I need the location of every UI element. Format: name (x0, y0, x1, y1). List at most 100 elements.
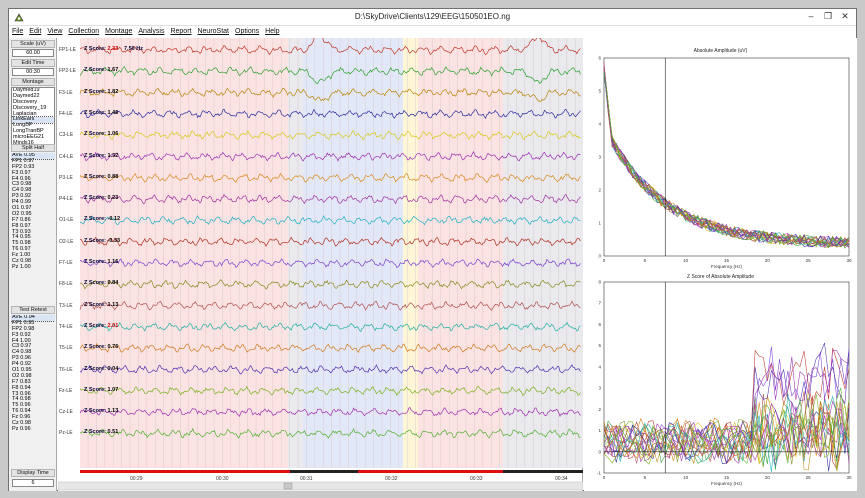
menu-edit[interactable]: Edit (29, 28, 42, 35)
channel-label[interactable]: C3-LE (59, 132, 74, 139)
spectrum-series (603, 401, 850, 471)
channel-label[interactable]: F3-LE (59, 89, 73, 96)
z-score-label: Z Score: -0.33 (84, 238, 120, 244)
montage-item[interactable]: Laplacian (13, 110, 37, 117)
eeg-traces-canvas[interactable] (58, 38, 583, 491)
test-retest-item: Cz 0.98 (12, 420, 31, 427)
split-half-item: F4 0.96 (12, 175, 31, 182)
restore-button[interactable]: ❐ (823, 11, 833, 21)
split-half-list: AVE 0.95 FP1 0.97 FP2 0.93 F3 0.97 F4 0.96 C3… (11, 153, 55, 303)
test-retest-item: P4 0.92 (12, 361, 31, 368)
scale-input[interactable]: 60.00 (12, 49, 54, 57)
spectrum-series (603, 395, 850, 462)
channel-label[interactable]: P4-LE (59, 196, 73, 203)
split-half-item: AVE 0.95 (11, 153, 55, 160)
epoch-band (403, 38, 418, 468)
split-half-item: FP1 0.97 (12, 157, 35, 164)
menu-collection[interactable]: Collection (68, 28, 100, 35)
z-score-value: 0.84 (107, 280, 119, 287)
split-half-item: T3 0.93 (12, 228, 31, 235)
channel-label[interactable]: F4-LE (59, 110, 73, 117)
spectrum-series (603, 396, 850, 467)
menu-neurostat[interactable]: NeuroStat (197, 28, 230, 35)
epoch-band (288, 38, 303, 468)
montage-item[interactable]: Minds16 (12, 140, 54, 146)
menu-analysis[interactable]: Analysis (138, 28, 165, 35)
menu-file[interactable]: File (12, 28, 24, 35)
channel-label[interactable]: O1-LE (59, 217, 74, 224)
montage-item[interactable]: Discovery_19 (13, 104, 47, 111)
montage-item[interactable]: Discovery (13, 98, 38, 105)
z-score-prefix: Z Score: (84, 173, 108, 180)
display-time-input[interactable]: 6 (12, 479, 54, 487)
spectrum-series (603, 73, 850, 247)
channel-label[interactable]: F7-LE (59, 260, 73, 266)
z-score-prefix: Z Score: (84, 344, 108, 351)
eeg-trace (79, 321, 581, 333)
channel-label[interactable]: T5-LE (59, 345, 73, 352)
menu-bar: File Edit View Collection Montage Analysis Rep… (9, 26, 856, 38)
channel-label[interactable]: Fz-LE (59, 387, 73, 394)
channel-label[interactable]: O2-LE (59, 238, 74, 245)
scrollbar-thumb[interactable] (283, 482, 293, 490)
z-score-prefix: Z Score: (84, 429, 108, 436)
z-score-prefix: Z Score: (84, 67, 108, 74)
eeg-trace-view[interactable]: FP1-LE Z Score: 2.33 7.50 Hz FP2-LE Z Score:… (58, 38, 583, 491)
z-score-value: 2.01 (107, 322, 119, 329)
eeg-trace (79, 407, 581, 418)
channel-label[interactable]: C4-LE (59, 153, 74, 160)
horizontal-scrollbar (58, 481, 583, 491)
menu-montage[interactable]: Montage (105, 28, 133, 35)
split-half-item: C3 0.98 (12, 181, 32, 188)
montage-list[interactable]: Daymed19 Daymed22 Discovery Discovery_19 Lap… (11, 87, 55, 147)
channel-label[interactable]: FP2-LE (59, 68, 76, 75)
x-tick-label: 20 (765, 258, 771, 263)
menu-options[interactable]: Options (235, 28, 260, 35)
channel-label[interactable]: P3-LE (59, 174, 73, 181)
y-tick-label: 2 (598, 188, 601, 193)
test-retest-item: P3 0.96 (12, 355, 31, 362)
y-tick-label: 5 (598, 343, 601, 348)
channel-label[interactable]: F8-LE (59, 281, 73, 288)
menu-report[interactable]: Report (170, 28, 192, 35)
eeg-trace (80, 258, 581, 269)
x-tick-label: 25 (806, 475, 812, 480)
montage-item[interactable]: Daymed22 (13, 92, 40, 99)
epoch-band (503, 38, 583, 468)
menu-view[interactable]: View (47, 28, 63, 35)
minimize-button[interactable]: – (808, 11, 814, 21)
x-tick-label: 15 (724, 475, 730, 480)
zscore-plot-title: Z Score of Absolute Amplitude (687, 274, 754, 280)
test-retest-item: T4 0.98 (12, 396, 31, 403)
time-tick-label: 00:33 (470, 476, 483, 482)
menu-help[interactable]: Help (265, 28, 280, 35)
eeg-trace (79, 236, 581, 247)
montage-item[interactable]: Daymed19 (13, 87, 40, 93)
channel-label[interactable]: Pz-LE (59, 430, 73, 437)
test-retest-item: Fz 0.96 (12, 414, 31, 421)
z-score-prefix: Z Score: (84, 280, 108, 287)
channel-label[interactable]: FP1-LE (59, 47, 76, 53)
montage-item[interactable]: LongBP (13, 122, 33, 129)
channel-label[interactable]: T6-LE (59, 366, 73, 373)
channel-label[interactable]: T4-LE (59, 323, 73, 330)
z-score-prefix: Z Score: (84, 386, 108, 393)
time-tick-label: 00:31 (300, 476, 313, 482)
z-score-value: 1.13 (107, 301, 119, 308)
x-tick-label: 25 (806, 258, 812, 263)
channel-label[interactable]: T3-LE (59, 302, 73, 309)
test-retest-item: O1 0.95 (12, 367, 32, 374)
montage-item[interactable]: microEEG21 (13, 134, 45, 141)
spectrum-panel: Absolute Amplitude (uV) Z Score of Absol… (584, 38, 857, 491)
window-title: D:\SkyDrive\Clients\129\EEG\150501EO.ng (354, 12, 511, 21)
channel-label[interactable]: Cz-LE (59, 409, 73, 416)
montage-label: Montage (11, 78, 55, 86)
spectrum-series (603, 64, 850, 248)
close-button[interactable]: ✕ (841, 11, 849, 21)
time-tick-label: 00:34 (555, 476, 568, 482)
montage-item[interactable]: LongTranBP (13, 128, 44, 135)
edit-time-input[interactable]: 00:30 (12, 68, 54, 76)
montage-item[interactable]: LinkEars (12, 116, 54, 125)
eeg-trace (79, 150, 581, 162)
spectrum-series (603, 71, 850, 249)
